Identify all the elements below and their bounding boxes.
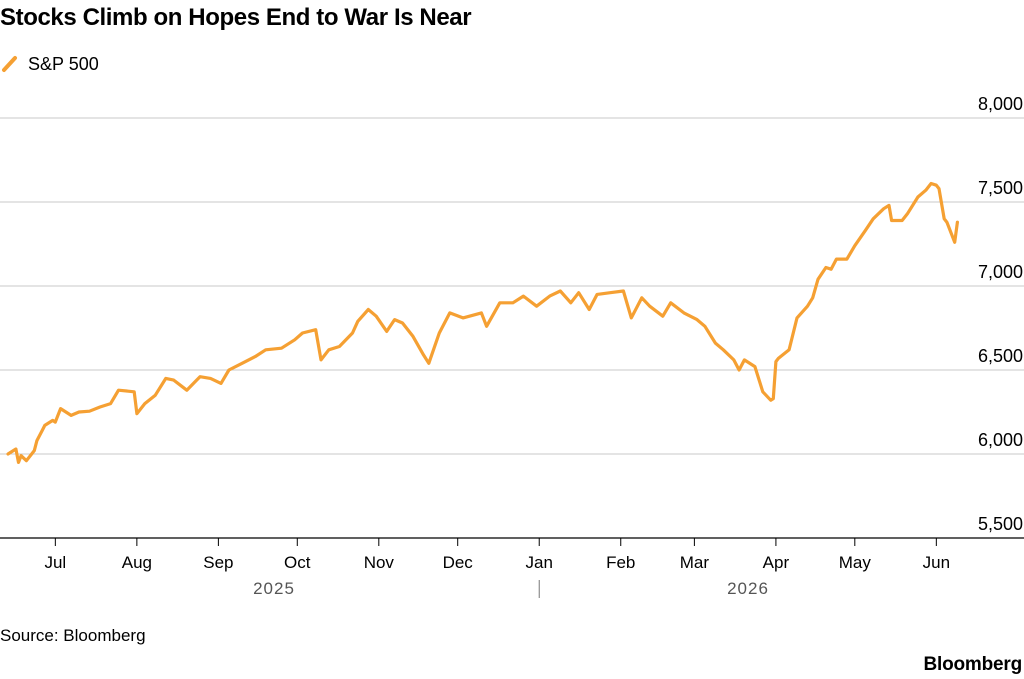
x-tick-label: Jul — [44, 553, 66, 572]
x-tick-label: Oct — [284, 553, 311, 572]
x-tick-label: Dec — [443, 553, 474, 572]
x-tick-label: Aug — [122, 553, 152, 572]
legend-line-swatch — [2, 56, 17, 72]
chart-title: Stocks Climb on Hopes End to War Is Near — [0, 4, 472, 31]
y-tick-label: 6,000 — [978, 430, 1023, 450]
x-tick-label: Nov — [364, 553, 395, 572]
year-label-2026: 2026 — [727, 579, 769, 598]
y-tick-label: 6,500 — [978, 346, 1023, 366]
legend-label-sp500: S&P 500 — [28, 53, 99, 74]
x-tick-label: Jan — [526, 553, 553, 572]
series-line-sp500 — [6, 181, 960, 464]
y-tick-label: 7,000 — [978, 262, 1023, 282]
x-tick-label: Apr — [763, 553, 790, 572]
y-tick-label: 7,500 — [978, 178, 1023, 198]
x-tick-label: May — [839, 553, 872, 572]
chart-legend: S&P 500 — [0, 51, 99, 77]
line-chart: 5,500 6,000 6,500 7,000 7,500 8,000 Jul Aug Sep O… — [0, 94, 1024, 598]
x-tick-label: Mar — [680, 553, 710, 572]
y-tick-label: 8,000 — [978, 94, 1023, 114]
x-tick-label: Feb — [606, 553, 635, 572]
x-tick-label: Sep — [203, 553, 233, 572]
x-tick-label: Jun — [923, 553, 950, 572]
y-tick-label: 5,500 — [978, 514, 1023, 534]
year-label-2025: 2025 — [253, 579, 295, 598]
bloomberg-logo: Bloomberg — [923, 654, 1023, 675]
source-note: Source: Bloomberg — [0, 626, 146, 645]
